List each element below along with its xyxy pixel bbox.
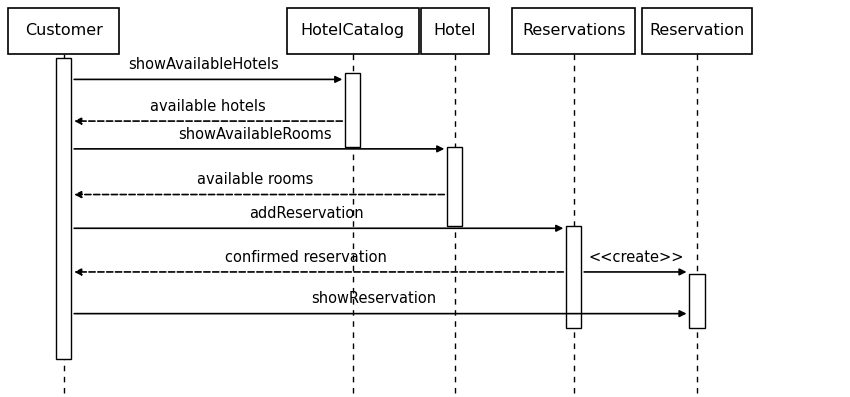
Bar <box>512 8 635 54</box>
Bar <box>56 58 71 359</box>
Bar <box>689 274 705 328</box>
Text: Reservation: Reservation <box>649 23 745 38</box>
Bar <box>642 8 752 54</box>
Text: available rooms: available rooms <box>197 172 313 187</box>
Bar <box>421 8 489 54</box>
Text: addReservation: addReservation <box>249 206 363 221</box>
Text: showAvailableRooms: showAvailableRooms <box>178 127 332 142</box>
Bar <box>345 73 360 147</box>
Bar <box>286 8 418 54</box>
Text: showAvailableHotels: showAvailableHotels <box>128 57 280 72</box>
Bar <box>566 226 581 328</box>
Text: available hotels: available hotels <box>150 99 266 114</box>
Text: confirmed reservation: confirmed reservation <box>225 250 387 265</box>
Text: Reservations: Reservations <box>522 23 626 38</box>
Text: <<create>>: <<create>> <box>588 250 683 265</box>
Bar <box>8 8 119 54</box>
Text: HotelCatalog: HotelCatalog <box>301 23 405 38</box>
Text: Customer: Customer <box>25 23 103 38</box>
Text: showReservation: showReservation <box>311 291 437 306</box>
Bar <box>447 147 462 226</box>
Text: Hotel: Hotel <box>434 23 476 38</box>
